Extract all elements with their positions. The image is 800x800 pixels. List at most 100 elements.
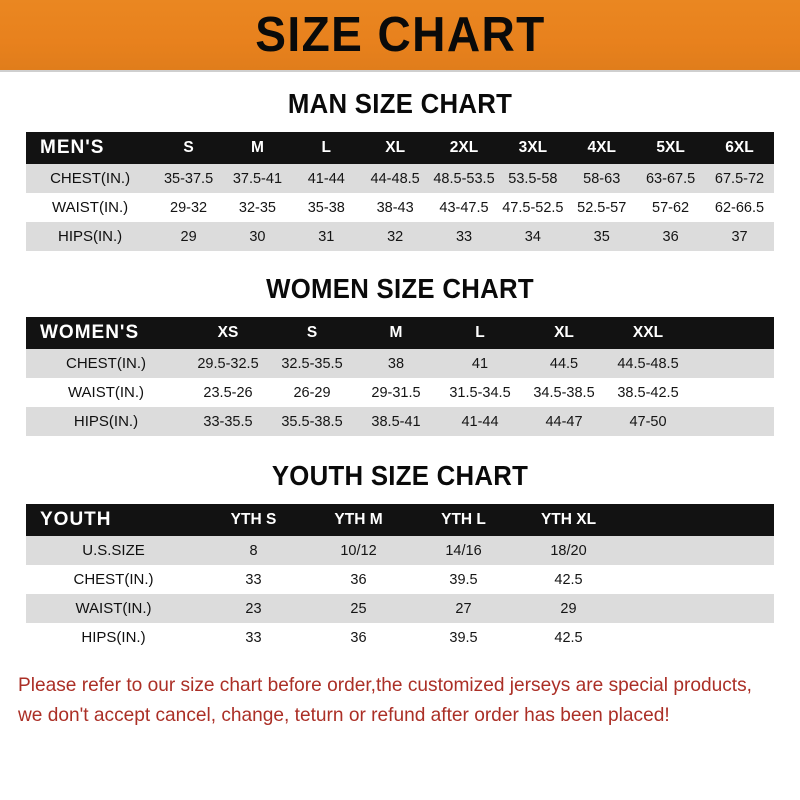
disclaimer-line-1: Please refer to our size chart before or… (18, 674, 752, 696)
cell: 43-47.5 (429, 193, 499, 222)
man-size-header: S (154, 132, 223, 164)
cell: 38-43 (360, 193, 430, 222)
table-row: HIPS(IN.) 33 36 39.5 42.5 (26, 623, 774, 652)
row-label: CHEST(IN.) (26, 164, 155, 193)
cell: 38.5-41 (354, 407, 438, 436)
table-row: WAIST(IN.) 23 25 27 29 (26, 594, 774, 623)
man-header-row: MEN'S S M L XL 2XL 3XL 4XL 5XL 6XL (26, 132, 774, 164)
table-row: CHEST(IN.) 29.5-32.5 32.5-35.5 38 41 44.… (26, 349, 774, 378)
cell: 39.5 (411, 623, 516, 652)
row-label: WAIST(IN.) (26, 594, 201, 623)
cell: 31 (291, 222, 361, 251)
cell: 37 (705, 222, 774, 251)
man-size-header: 5XL (636, 132, 706, 164)
youth-table-body: U.S.SIZE 8 10/12 14/16 18/20 CHEST(IN.) … (26, 536, 774, 652)
youth-size-header: YTH S (201, 504, 306, 536)
cell: 47-50 (606, 407, 690, 436)
cell-spacer (621, 594, 774, 623)
cell: 32-35 (223, 193, 292, 222)
women-size-header: M (354, 317, 438, 349)
man-table-body: CHEST(IN.) 35-37.5 37.5-41 41-44 44-48.5… (26, 164, 774, 251)
cell: 29-31.5 (354, 378, 438, 407)
page-banner: SIZE CHART (0, 0, 800, 72)
man-table-head: MEN'S S M L XL 2XL 3XL 4XL 5XL 6XL (26, 132, 774, 164)
table-row: WAIST(IN.) 23.5-26 26-29 29-31.5 31.5-34… (26, 378, 774, 407)
row-label: CHEST(IN.) (26, 349, 186, 378)
table-row: CHEST(IN.) 35-37.5 37.5-41 41-44 44-48.5… (26, 164, 774, 193)
cell: 23.5-26 (186, 378, 270, 407)
disclaimer-line-2: we don't accept cancel, change, teturn o… (18, 704, 670, 727)
cell: 27 (411, 594, 516, 623)
man-size-header: 4XL (567, 132, 637, 164)
cell: 38 (354, 349, 438, 378)
cell: 30 (223, 222, 292, 251)
youth-category-label: YOUTH (26, 504, 201, 536)
man-size-header: M (223, 132, 292, 164)
row-label: WAIST(IN.) (26, 193, 155, 222)
cell: 29.5-32.5 (186, 349, 270, 378)
women-size-header: XS (186, 317, 270, 349)
youth-section-title: YOUTH SIZE CHART (271, 460, 529, 491)
row-label: HIPS(IN.) (26, 623, 201, 652)
cell: 23 (201, 594, 306, 623)
row-label: WAIST(IN.) (26, 378, 186, 407)
man-size-header: 2XL (429, 132, 499, 164)
cell: 53.5-58 (498, 164, 568, 193)
women-table-head: WOMEN'S XS S M L XL XXL (26, 317, 774, 349)
man-size-header: XL (360, 132, 430, 164)
cell: 44.5-48.5 (606, 349, 690, 378)
cell: 35 (567, 222, 637, 251)
women-header-spacer (690, 317, 774, 349)
row-label: HIPS(IN.) (26, 222, 155, 251)
man-section-title: MAN SIZE CHART (287, 88, 513, 119)
cell: 35-38 (291, 193, 361, 222)
youth-header-spacer (621, 504, 774, 536)
cell-spacer (690, 349, 774, 378)
cell: 41-44 (438, 407, 522, 436)
cell: 58-63 (567, 164, 637, 193)
cell-spacer (690, 378, 774, 407)
cell: 26-29 (270, 378, 354, 407)
man-size-header: 6XL (705, 132, 774, 164)
cell: 14/16 (411, 536, 516, 565)
cell: 44-47 (522, 407, 606, 436)
cell: 29 (516, 594, 621, 623)
cell-spacer (621, 565, 774, 594)
cell: 36 (306, 623, 411, 652)
cell: 42.5 (516, 623, 621, 652)
cell: 18/20 (516, 536, 621, 565)
cell: 47.5-52.5 (498, 193, 568, 222)
youth-size-table: YOUTH YTH S YTH M YTH L YTH XL U.S.SIZE … (26, 504, 774, 652)
youth-size-header: YTH M (306, 504, 411, 536)
cell: 44.5 (522, 349, 606, 378)
cell-spacer (621, 536, 774, 565)
youth-table-head: YOUTH YTH S YTH M YTH L YTH XL (26, 504, 774, 536)
women-section-title: WOMEN SIZE CHART (266, 273, 534, 304)
table-row: HIPS(IN.) 33-35.5 35.5-38.5 38.5-41 41-4… (26, 407, 774, 436)
cell: 8 (201, 536, 306, 565)
table-row: HIPS(IN.) 29 30 31 32 33 34 35 36 37 (26, 222, 774, 251)
women-size-header: XL (522, 317, 606, 349)
cell: 32.5-35.5 (270, 349, 354, 378)
man-size-table: MEN'S S M L XL 2XL 3XL 4XL 5XL 6XL CHEST… (26, 132, 774, 251)
cell: 29 (154, 222, 223, 251)
cell: 57-62 (636, 193, 706, 222)
women-category-label: WOMEN'S (26, 317, 186, 349)
cell: 33 (201, 565, 306, 594)
cell: 42.5 (516, 565, 621, 594)
cell: 36 (636, 222, 706, 251)
cell-spacer (690, 407, 774, 436)
cell: 34.5-38.5 (522, 378, 606, 407)
man-size-header: 3XL (498, 132, 568, 164)
cell-spacer (621, 623, 774, 652)
cell: 48.5-53.5 (429, 164, 499, 193)
cell: 33 (429, 222, 499, 251)
cell: 31.5-34.5 (438, 378, 522, 407)
row-label: CHEST(IN.) (26, 565, 201, 594)
women-size-header: S (270, 317, 354, 349)
cell: 38.5-42.5 (606, 378, 690, 407)
women-table-body: CHEST(IN.) 29.5-32.5 32.5-35.5 38 41 44.… (26, 349, 774, 436)
youth-size-header: YTH XL (516, 504, 621, 536)
women-size-table: WOMEN'S XS S M L XL XXL CHEST(IN.) 29.5-… (26, 317, 774, 436)
cell: 62-66.5 (705, 193, 774, 222)
